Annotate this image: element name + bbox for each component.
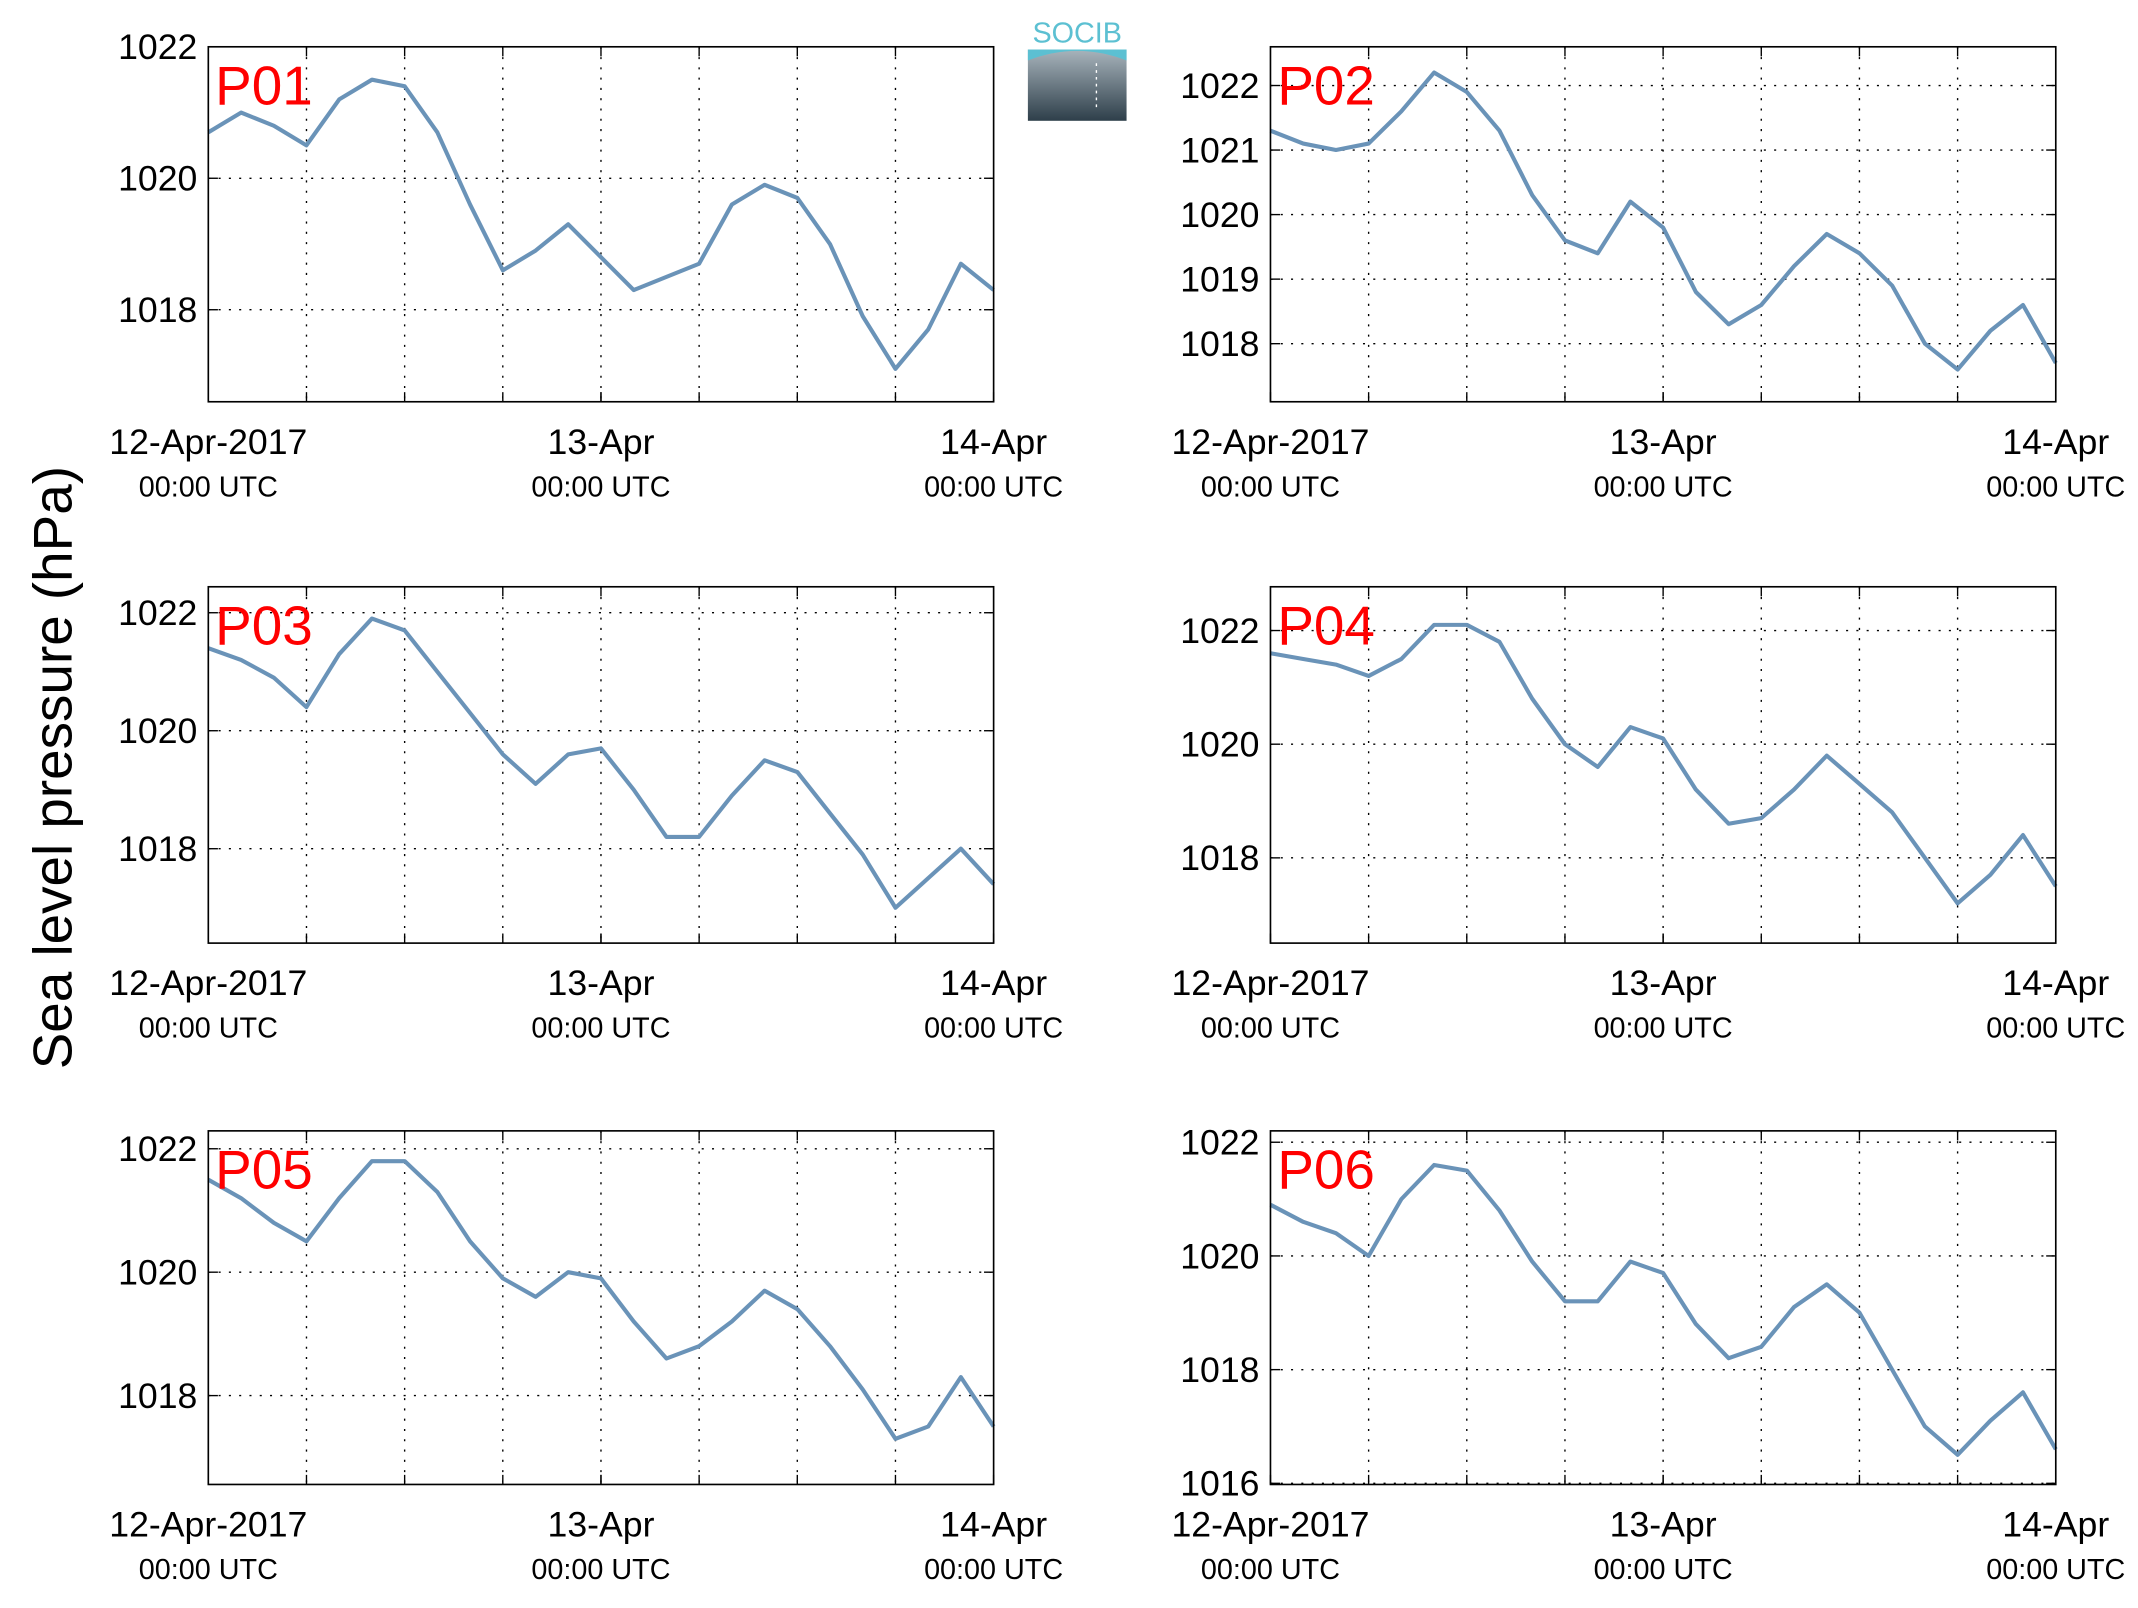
x-tick-label: 14-Apr bbox=[2002, 1505, 2109, 1545]
plot-frame bbox=[207, 45, 995, 403]
y-tick-label: 1021 bbox=[1180, 130, 1259, 170]
y-tick-label: 1018 bbox=[1180, 1350, 1259, 1390]
x-tick-sublabel: 00:00 UTC bbox=[1201, 1013, 1340, 1045]
x-tick-sublabel: 00:00 UTC bbox=[139, 1554, 278, 1586]
x-tick-label: 14-Apr bbox=[2002, 963, 2109, 1003]
x-tick-sublabel: 00:00 UTC bbox=[924, 1013, 1063, 1045]
x-tick-sublabel: 00:00 UTC bbox=[531, 471, 670, 503]
plot-frame bbox=[207, 1130, 995, 1486]
x-tick-label: 12-Apr-2017 bbox=[1171, 422, 1369, 462]
y-tick-label: 1022 bbox=[118, 593, 197, 633]
y-tick-label: 1018 bbox=[1180, 838, 1259, 878]
x-tick-label: 13-Apr bbox=[548, 422, 655, 462]
plot-frame bbox=[207, 585, 995, 944]
plot-frame bbox=[1269, 585, 2057, 944]
x-tick-label: 12-Apr-2017 bbox=[1171, 963, 1369, 1003]
x-tick-sublabel: 00:00 UTC bbox=[1201, 471, 1340, 503]
panel: 1018 1020 1022 12-Apr-2017 00:00 UTC 13-Apr 00… bbox=[109, 27, 1063, 503]
x-tick-sublabel: 00:00 UTC bbox=[139, 471, 278, 503]
panel: 1018 1019 1020 1021 1022 12-Apr-2017 00:00 UTC… bbox=[1171, 45, 2125, 503]
logo-block bbox=[1027, 49, 1127, 121]
y-tick-label: 1020 bbox=[1180, 1236, 1259, 1276]
x-tick-sublabel: 00:00 UTC bbox=[139, 1013, 278, 1045]
plot-frame bbox=[1269, 1130, 2057, 1486]
x-tick-label: 12-Apr-2017 bbox=[1171, 1505, 1369, 1545]
y-tick-label: 1020 bbox=[1180, 725, 1259, 765]
x-tick-sublabel: 00:00 UTC bbox=[1986, 471, 2125, 503]
panel-title: P06 bbox=[1277, 1138, 1375, 1200]
x-tick-sublabel: 00:00 UTC bbox=[924, 1554, 1063, 1586]
panel-title: P05 bbox=[215, 1138, 313, 1200]
x-tick-label: 12-Apr-2017 bbox=[109, 1505, 307, 1545]
x-tick-sublabel: 00:00 UTC bbox=[1986, 1554, 2125, 1586]
y-tick-label: 1020 bbox=[118, 159, 197, 199]
y-tick-label: 1022 bbox=[1180, 611, 1259, 651]
y-tick-label: 1022 bbox=[1180, 66, 1259, 106]
panel-title: P03 bbox=[215, 594, 313, 656]
panel: 1018 1020 1022 12-Apr-2017 00:00 UTC 13-Apr 00… bbox=[109, 1129, 1063, 1586]
data-line bbox=[207, 1159, 996, 1441]
x-tick-label: 13-Apr bbox=[548, 963, 655, 1003]
x-tick-label: 12-Apr-2017 bbox=[109, 422, 307, 462]
x-tick-sublabel: 00:00 UTC bbox=[1594, 1013, 1733, 1045]
y-tick-label: 1019 bbox=[1180, 259, 1259, 299]
logo-wave bbox=[1027, 49, 1127, 61]
panel: 1018 1020 1022 12-Apr-2017 00:00 UTC 13-Apr 00… bbox=[109, 585, 1063, 1045]
x-tick-label: 13-Apr bbox=[1610, 1505, 1717, 1545]
x-tick-label: 14-Apr bbox=[940, 963, 1047, 1003]
y-tick-label: 1016 bbox=[1180, 1464, 1259, 1504]
panel-title: P02 bbox=[1277, 54, 1375, 116]
x-tick-sublabel: 00:00 UTC bbox=[1986, 1013, 2125, 1045]
y-tick-label: 1022 bbox=[118, 27, 197, 67]
plot-frame bbox=[1269, 45, 2057, 403]
y-tick-label: 1020 bbox=[118, 1253, 197, 1293]
panel-title: P04 bbox=[1277, 594, 1375, 656]
y-tick-label: 1022 bbox=[118, 1129, 197, 1169]
x-tick-label: 14-Apr bbox=[2002, 422, 2109, 462]
panel: 1018 1020 1022 12-Apr-2017 00:00 UTC 13-Apr 00… bbox=[1171, 585, 2125, 1045]
y-axis-label: Sea level pressure (hPa) bbox=[21, 466, 83, 1069]
y-tick-label: 1018 bbox=[118, 1376, 197, 1416]
x-tick-label: 14-Apr bbox=[940, 422, 1047, 462]
x-tick-sublabel: 00:00 UTC bbox=[1594, 471, 1733, 503]
x-tick-sublabel: 00:00 UTC bbox=[531, 1554, 670, 1586]
x-tick-sublabel: 00:00 UTC bbox=[1594, 1554, 1733, 1586]
x-tick-label: 13-Apr bbox=[548, 1505, 655, 1545]
x-tick-label: 12-Apr-2017 bbox=[109, 963, 307, 1003]
logo-text: SOCIB bbox=[1032, 18, 1122, 50]
x-tick-sublabel: 00:00 UTC bbox=[924, 471, 1063, 503]
data-line bbox=[207, 616, 996, 910]
logo: SOCIB bbox=[1027, 18, 1127, 121]
panel: 1016 1018 1020 1022 12-Apr-2017 00:00 UTC 13-A… bbox=[1171, 1123, 2125, 1586]
data-line bbox=[1269, 70, 2058, 372]
y-tick-label: 1022 bbox=[1180, 1123, 1259, 1163]
y-tick-label: 1018 bbox=[1180, 324, 1259, 364]
x-tick-label: 13-Apr bbox=[1610, 422, 1717, 462]
y-tick-label: 1018 bbox=[118, 290, 197, 330]
data-line bbox=[207, 77, 995, 371]
x-tick-label: 13-Apr bbox=[1610, 963, 1717, 1003]
x-tick-sublabel: 00:00 UTC bbox=[1201, 1554, 1340, 1586]
y-tick-label: 1020 bbox=[118, 711, 197, 751]
data-line bbox=[1270, 622, 2058, 906]
x-tick-label: 14-Apr bbox=[940, 1505, 1047, 1545]
panel-title: P01 bbox=[215, 54, 313, 116]
y-tick-label: 1020 bbox=[1180, 195, 1259, 235]
y-tick-label: 1018 bbox=[118, 829, 197, 869]
data-line bbox=[1269, 1162, 2058, 1457]
x-tick-sublabel: 00:00 UTC bbox=[531, 1013, 670, 1045]
